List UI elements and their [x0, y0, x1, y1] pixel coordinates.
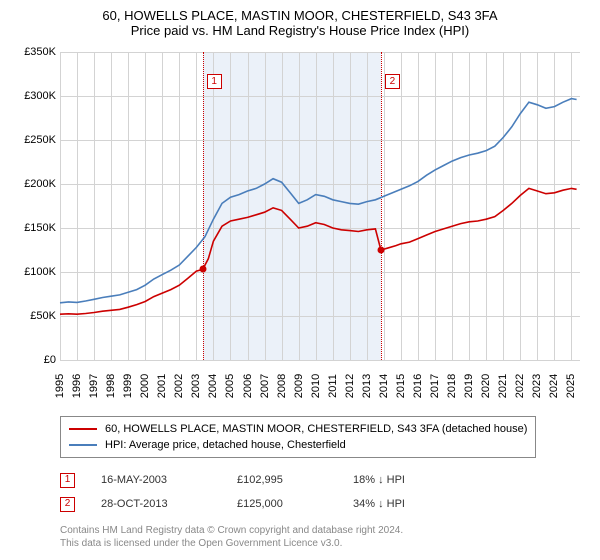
sale-events: 1 16-MAY-2003 £102,995 18% ↓ HPI 2 28-OCT-201…: [60, 468, 588, 516]
x-axis-label: 2023: [531, 374, 543, 398]
plot-area: 12: [60, 52, 580, 360]
event-delta: 18% ↓ HPI: [353, 468, 405, 492]
footnote-line-1: Contains HM Land Registry data © Crown c…: [60, 524, 588, 537]
x-axis-label: 2002: [173, 374, 185, 398]
event-marker-box: 2: [60, 497, 75, 512]
event-date: 16-MAY-2003: [101, 468, 211, 492]
x-axis-label: 2022: [514, 374, 526, 398]
footnote-line-2: This data is licensed under the Open Gov…: [60, 537, 588, 550]
x-axis-label: 2021: [497, 374, 509, 398]
y-axis-label: £300K: [12, 90, 56, 102]
x-axis-label: 2009: [293, 374, 305, 398]
legend-label: 60, HOWELLS PLACE, MASTIN MOOR, CHESTERF…: [105, 421, 527, 437]
event-row: 1 16-MAY-2003 £102,995 18% ↓ HPI: [60, 468, 588, 492]
legend-swatch: [69, 444, 97, 446]
x-axis-label: 2007: [259, 374, 271, 398]
x-axis-label: 2011: [327, 374, 339, 398]
x-axis-label: 2016: [412, 374, 424, 398]
chart-area: 12 £0 £50K £100K £150K £200K £250K £300K £350K 19…: [12, 46, 588, 406]
x-axis-label: 1997: [88, 374, 100, 398]
y-axis-label: £100K: [12, 266, 56, 278]
event-price: £125,000: [237, 492, 327, 516]
x-axis-label: 1998: [105, 374, 117, 398]
event-price: £102,995: [237, 468, 327, 492]
x-axis-label: 1996: [71, 374, 83, 398]
y-axis-label: £0: [12, 354, 56, 366]
x-axis-label: 2005: [224, 374, 236, 398]
x-axis-label: 2025: [565, 374, 577, 398]
legend-row: HPI: Average price, detached house, Ches…: [69, 437, 527, 453]
legend: 60, HOWELLS PLACE, MASTIN MOOR, CHESTERF…: [60, 416, 536, 458]
legend-label: HPI: Average price, detached house, Ches…: [105, 437, 346, 453]
y-axis-label: £150K: [12, 222, 56, 234]
x-axis-label: 2018: [446, 374, 458, 398]
chart-subtitle: Price paid vs. HM Land Registry's House …: [12, 23, 588, 38]
x-axis-label: 2014: [378, 374, 390, 398]
x-axis-label: 2020: [480, 374, 492, 398]
x-axis-label: 2017: [429, 374, 441, 398]
x-axis-label: 2000: [139, 374, 151, 398]
series-hpi: [60, 99, 577, 303]
x-axis-label: 2003: [190, 374, 202, 398]
x-axis-label: 2015: [395, 374, 407, 398]
legend-row: 60, HOWELLS PLACE, MASTIN MOOR, CHESTERF…: [69, 421, 527, 437]
chart-container: 60, HOWELLS PLACE, MASTIN MOOR, CHESTERF…: [0, 0, 600, 558]
x-axis-label: 2008: [276, 374, 288, 398]
x-axis-label: 2013: [361, 374, 373, 398]
grid-h: [60, 360, 580, 361]
chart-title: 60, HOWELLS PLACE, MASTIN MOOR, CHESTERF…: [12, 8, 588, 23]
event-row: 2 28-OCT-2013 £125,000 34% ↓ HPI: [60, 492, 588, 516]
footnote: Contains HM Land Registry data © Crown c…: [60, 524, 588, 550]
x-axis-label: 2012: [344, 374, 356, 398]
x-axis-label: 1999: [122, 374, 134, 398]
series-property: [60, 188, 577, 314]
x-axis-label: 2006: [242, 374, 254, 398]
x-axis-label: 2001: [156, 374, 168, 398]
legend-swatch: [69, 428, 97, 430]
event-marker-box: 1: [60, 473, 75, 488]
y-axis-label: £200K: [12, 178, 56, 190]
x-axis-label: 2019: [463, 374, 475, 398]
series-lines: [60, 52, 580, 360]
event-date: 28-OCT-2013: [101, 492, 211, 516]
x-axis-label: 1995: [54, 374, 66, 398]
x-axis-label: 2010: [310, 374, 322, 398]
y-axis-label: £50K: [12, 310, 56, 322]
x-axis-label: 2004: [207, 374, 219, 398]
event-delta: 34% ↓ HPI: [353, 492, 405, 516]
y-axis-label: £350K: [12, 46, 56, 58]
x-axis-label: 2024: [548, 374, 560, 398]
y-axis-label: £250K: [12, 134, 56, 146]
